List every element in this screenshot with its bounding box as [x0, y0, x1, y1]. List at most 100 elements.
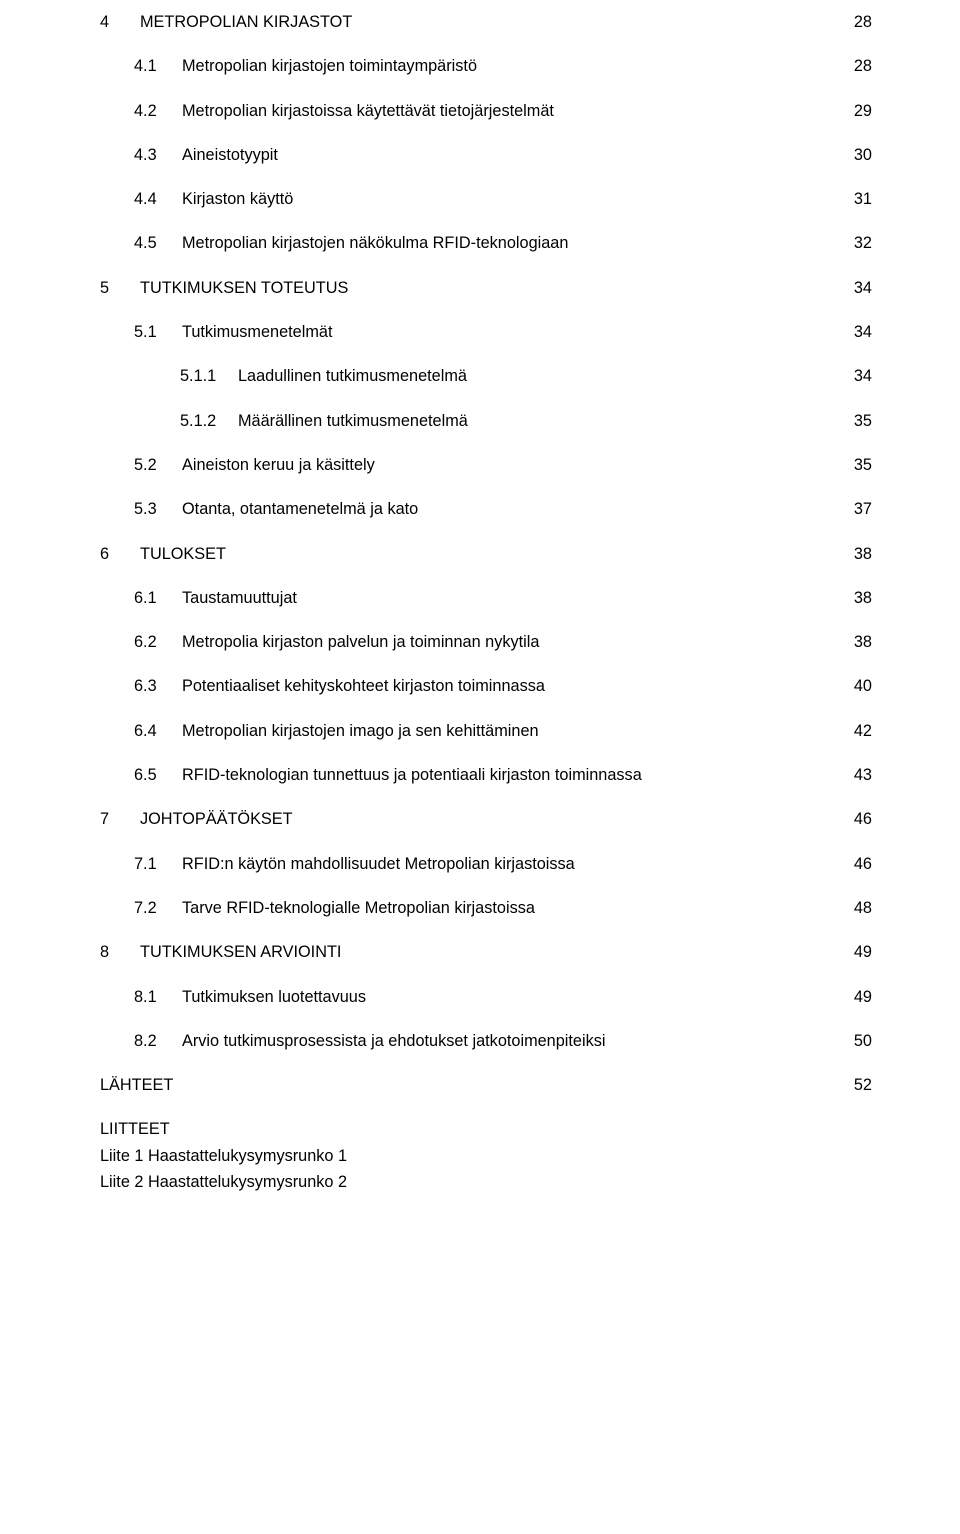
toc-entry: 4.1Metropolian kirjastojen toimintaympär…	[100, 58, 872, 74]
toc-title: Potentiaaliset kehityskohteet kirjaston …	[182, 677, 545, 695]
toc-entry: Liite 2 Haastattelukysymysrunko 2	[100, 1174, 872, 1190]
toc-title: RFID:n käytön mahdollisuudet Metropolian…	[182, 855, 575, 873]
toc-num: 5.2	[134, 457, 182, 473]
toc-entry: Liite 1 Haastattelukysymysrunko 1	[100, 1148, 872, 1164]
toc-num: 6.3	[134, 678, 182, 694]
toc-page-num: 37	[842, 501, 872, 517]
toc-label: 8.1Tutkimuksen luotettavuus	[100, 989, 366, 1005]
toc-title: Tutkimusmenetelmät	[182, 323, 333, 341]
toc-entry: 8TUTKIMUKSEN ARVIOINTI 49	[100, 944, 872, 960]
toc-num: 8.1	[134, 989, 182, 1005]
toc-page-num: 38	[842, 546, 872, 562]
toc-label: Liite 2 Haastattelukysymysrunko 2	[100, 1174, 347, 1190]
toc-label: 5.3Otanta, otantamenetelmä ja kato	[100, 501, 418, 517]
toc-page-num: 46	[842, 811, 872, 827]
toc-page: 4METROPOLIAN KIRJASTOT 28 4.1Metropolian…	[0, 0, 960, 1534]
toc-num: 5.1	[134, 324, 182, 340]
toc-page-num: 40	[842, 678, 872, 694]
toc-title: Aineiston keruu ja käsittely	[182, 456, 375, 474]
toc-title: Otanta, otantamenetelmä ja kato	[182, 500, 418, 518]
toc-title: RFID-teknologian tunnettuus ja potentiaa…	[182, 766, 642, 784]
toc-entry: 7.2Tarve RFID-teknologialle Metropolian …	[100, 900, 872, 916]
toc-num: 5.3	[134, 501, 182, 517]
toc-entry: 4.3Aineistotyypit 30	[100, 147, 872, 163]
toc-entry: 6.4Metropolian kirjastojen imago ja sen …	[100, 723, 872, 739]
toc-entry: 5.3Otanta, otantamenetelmä ja kato 37	[100, 501, 872, 517]
toc-label: 7.1RFID:n käytön mahdollisuudet Metropol…	[100, 856, 575, 872]
toc-page-num: 49	[842, 989, 872, 1005]
toc-page-num: 28	[842, 14, 872, 30]
toc-page-num: 38	[842, 634, 872, 650]
toc-page-num: 48	[842, 900, 872, 916]
toc-page-num: 30	[842, 147, 872, 163]
toc-title: Tarve RFID-teknologialle Metropolian kir…	[182, 899, 535, 917]
toc-page-num: 31	[842, 191, 872, 207]
toc-title: Laadullinen tutkimusmenetelmä	[238, 367, 467, 385]
toc-label: 6.5RFID-teknologian tunnettuus ja potent…	[100, 767, 642, 783]
toc-entry: 4METROPOLIAN KIRJASTOT 28	[100, 14, 872, 30]
toc-entry: 4.2Metropolian kirjastoissa käytettävät …	[100, 103, 872, 119]
toc-entry: 8.2Arvio tutkimusprosessista ja ehdotuks…	[100, 1033, 872, 1049]
toc-entry: 8.1Tutkimuksen luotettavuus 49	[100, 989, 872, 1005]
toc-page-num: 34	[842, 368, 872, 384]
toc-label: 5.1.1Laadullinen tutkimusmenetelmä	[100, 368, 467, 384]
toc-num: 6.2	[134, 634, 182, 650]
toc-label: 6.4Metropolian kirjastojen imago ja sen …	[100, 723, 539, 739]
toc-title: TUTKIMUKSEN TOTEUTUS	[140, 279, 348, 297]
toc-title: Metropolia kirjaston palvelun ja toiminn…	[182, 633, 539, 651]
toc-label: 5.1Tutkimusmenetelmät	[100, 324, 333, 340]
toc-title: Metropolian kirjastojen imago ja sen keh…	[182, 722, 539, 740]
toc-title: JOHTOPÄÄTÖKSET	[140, 810, 293, 828]
toc-label: 7JOHTOPÄÄTÖKSET	[100, 811, 293, 827]
toc-entry: 4.5Metropolian kirjastojen näkökulma RFI…	[100, 235, 872, 251]
toc-title: Metropolian kirjastojen toimintaympärist…	[182, 57, 477, 75]
toc-num: 4.3	[134, 147, 182, 163]
toc-num: 4.2	[134, 103, 182, 119]
toc-label: 6TULOKSET	[100, 546, 226, 562]
toc-num: 7	[100, 811, 140, 827]
toc-page-num: 34	[842, 280, 872, 296]
toc-page-num: 49	[842, 944, 872, 960]
toc-page-num: 32	[842, 235, 872, 251]
toc-label: LÄHTEET	[100, 1077, 173, 1093]
toc-num: 6.5	[134, 767, 182, 783]
toc-title: Kirjaston käyttö	[182, 190, 293, 208]
toc-label: 8TUTKIMUKSEN ARVIOINTI	[100, 944, 341, 960]
toc-num: 4	[100, 14, 140, 30]
toc-page-num: 35	[842, 457, 872, 473]
toc-title: TULOKSET	[140, 545, 226, 563]
toc-entry: 5.1.2Määrällinen tutkimusmenetelmä 35	[100, 413, 872, 429]
toc-num: 6	[100, 546, 140, 562]
toc-num: 5.1.2	[180, 413, 238, 429]
toc-label: 6.3Potentiaaliset kehityskohteet kirjast…	[100, 678, 545, 694]
toc-page-num: 35	[842, 413, 872, 429]
toc-title: Metropolian kirjastojen näkökulma RFID-t…	[182, 234, 568, 252]
toc-label: 5TUTKIMUKSEN TOTEUTUS	[100, 280, 348, 296]
toc-entry: 5.2Aineiston keruu ja käsittely 35	[100, 457, 872, 473]
toc-entry: LIITTEET	[100, 1121, 872, 1137]
toc-label: 4.2Metropolian kirjastoissa käytettävät …	[100, 103, 554, 119]
toc-title: METROPOLIAN KIRJASTOT	[140, 13, 352, 31]
toc-entry: 6.1Taustamuuttujat 38	[100, 590, 872, 606]
toc-num: 4.4	[134, 191, 182, 207]
toc-page-num: 34	[842, 324, 872, 340]
toc-entry: 6.5RFID-teknologian tunnettuus ja potent…	[100, 767, 872, 783]
toc-entry: 6.3Potentiaaliset kehityskohteet kirjast…	[100, 678, 872, 694]
toc-title: Arvio tutkimusprosessista ja ehdotukset …	[182, 1032, 606, 1050]
toc-entry: 6.2Metropolia kirjaston palvelun ja toim…	[100, 634, 872, 650]
toc-entry: 5.1.1Laadullinen tutkimusmenetelmä 34	[100, 368, 872, 384]
toc-num: 5	[100, 280, 140, 296]
toc-page-num: 28	[842, 58, 872, 74]
toc-label: 6.2Metropolia kirjaston palvelun ja toim…	[100, 634, 539, 650]
toc-page-num: 50	[842, 1033, 872, 1049]
toc-title: Määrällinen tutkimusmenetelmä	[238, 412, 468, 430]
toc-label: 7.2Tarve RFID-teknologialle Metropolian …	[100, 900, 535, 916]
toc-entry: 7JOHTOPÄÄTÖKSET 46	[100, 811, 872, 827]
toc-label: 4METROPOLIAN KIRJASTOT	[100, 14, 352, 30]
toc-label: 4.1Metropolian kirjastojen toimintaympär…	[100, 58, 477, 74]
toc-num: 4.1	[134, 58, 182, 74]
toc-page-num: 29	[842, 103, 872, 119]
toc-num: 7.1	[134, 856, 182, 872]
toc-entry: 5TUTKIMUKSEN TOTEUTUS 34	[100, 280, 872, 296]
toc-entry: 5.1Tutkimusmenetelmät 34	[100, 324, 872, 340]
